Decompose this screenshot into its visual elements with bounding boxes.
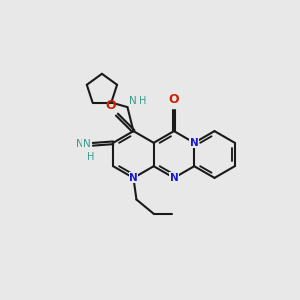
- Text: O: O: [169, 93, 179, 106]
- Text: NH: NH: [76, 139, 91, 149]
- Text: O: O: [105, 99, 116, 112]
- Text: N: N: [129, 96, 137, 106]
- Text: H: H: [87, 152, 94, 162]
- Text: N: N: [169, 173, 178, 183]
- Text: H: H: [139, 96, 146, 106]
- Text: N: N: [83, 139, 91, 149]
- Text: N: N: [190, 138, 199, 148]
- Text: N: N: [129, 173, 138, 183]
- Text: N: N: [82, 139, 90, 149]
